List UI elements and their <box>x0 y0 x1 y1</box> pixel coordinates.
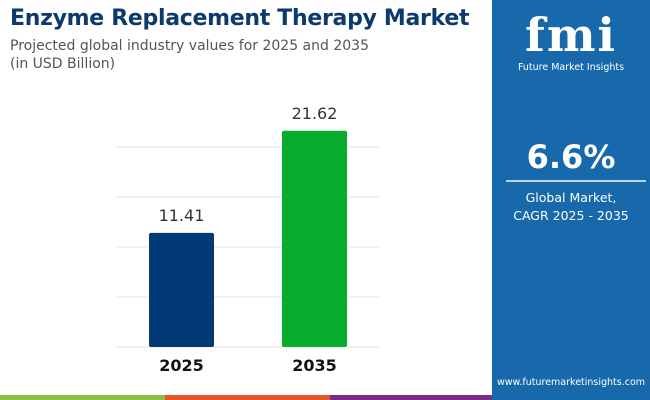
logo-name: Future Market Insights <box>517 62 625 73</box>
website-link[interactable]: www.futuremarketinsights.com <box>496 377 646 388</box>
x-tick-label: 2035 <box>292 356 337 375</box>
stripe-purple <box>330 395 492 400</box>
side-panel: fmi Future Market Insights 6.6% Global M… <box>492 0 650 400</box>
stripe-green <box>0 395 165 400</box>
stripe-orange <box>165 395 330 400</box>
cagr-period: CAGR 2025 - 2035 <box>513 208 629 223</box>
cagr-value: 6.6% <box>526 138 616 176</box>
bar-chart: 11.41 2025 21.62 2035 <box>115 104 380 375</box>
data-label: 11.41 <box>159 206 205 225</box>
fmi-logo: fmi Future Market Insights <box>492 8 650 73</box>
data-label: 21.62 <box>292 104 338 123</box>
bar-2025 <box>149 232 214 347</box>
bar-2035 <box>282 130 347 347</box>
chart-subtitle: Projected global industry values for 202… <box>10 38 369 54</box>
x-tick-label: 2025 <box>159 356 204 375</box>
divider <box>506 180 646 182</box>
cagr-label: Global Market, <box>525 190 617 205</box>
logo-mark: fmi <box>525 8 617 62</box>
chart-title: Enzyme Replacement Therapy Market <box>10 6 470 31</box>
chart-units: (in USD Billion) <box>10 56 116 72</box>
